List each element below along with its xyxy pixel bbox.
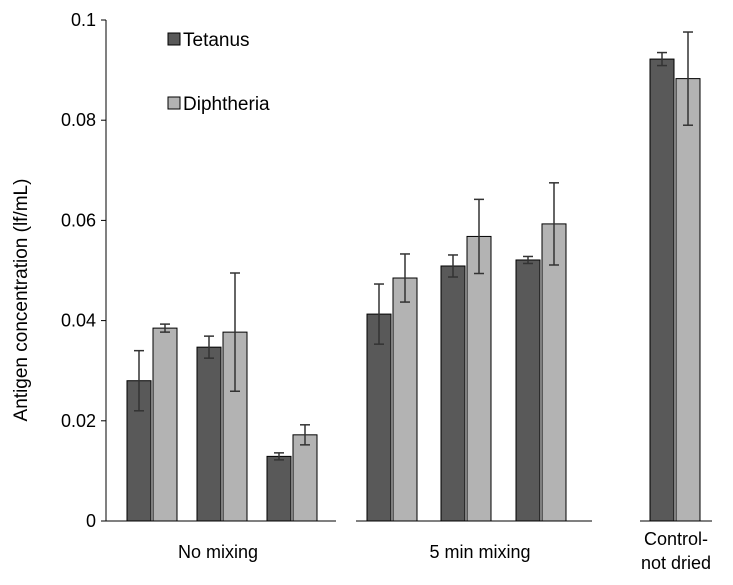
legend-label-tetanus: Tetanus — [183, 30, 250, 51]
error-bar-tetanus — [204, 335, 214, 359]
error-bar-diphtheria — [160, 323, 170, 333]
bar-tetanus — [266, 455, 292, 522]
error-bar-diphtheria — [683, 31, 693, 126]
bar-diphtheria — [541, 223, 567, 522]
legend-swatch-tetanus — [167, 32, 181, 46]
y-axis: 0 0.02 0.04 0.06 0.08 0.1 — [61, 10, 107, 531]
y-tick-label: 0.06 — [61, 210, 96, 230]
bar-tetanus — [440, 265, 466, 522]
y-tick-label: 0.04 — [61, 311, 96, 331]
bar-tetanus — [366, 313, 392, 522]
legend-label-diphtheria: Diphtheria — [183, 94, 270, 115]
y-tick-label: 0.1 — [71, 10, 96, 30]
error-bar-tetanus — [523, 255, 533, 265]
bar-diphtheria — [152, 327, 178, 522]
error-bar-diphtheria — [549, 182, 559, 266]
legend-swatch-diphtheria — [167, 96, 181, 110]
y-axis-title: Antigen concentration (lf/mL) — [11, 179, 32, 422]
bar-diphtheria — [675, 78, 701, 522]
error-bar-diphtheria — [474, 198, 484, 275]
category-label: Control- — [644, 529, 708, 549]
error-bar-tetanus — [274, 452, 284, 461]
category-label: No mixing — [178, 542, 258, 562]
bar-diphtheria — [392, 277, 418, 522]
error-bar-diphtheria — [230, 272, 240, 392]
error-bar-diphtheria — [400, 253, 410, 303]
category-label: 5 min mixing — [429, 542, 530, 562]
error-bar-tetanus — [448, 254, 458, 278]
error-bar-diphtheria — [300, 424, 310, 446]
bar-diphtheria — [466, 235, 492, 522]
bar-tetanus — [196, 346, 222, 522]
error-bar-tetanus — [374, 283, 384, 345]
bar-tetanus — [515, 259, 541, 522]
legend: Tetanus Diphtheria — [167, 30, 270, 115]
y-tick-label: 0 — [86, 511, 96, 531]
error-bar-tetanus — [134, 349, 144, 412]
bar-diphtheria — [292, 434, 318, 522]
y-tick-label: 0.08 — [61, 110, 96, 130]
y-tick-label: 0.02 — [61, 411, 96, 431]
bar-tetanus — [649, 58, 675, 522]
plot-area: No mixing 5 min mixing Control-not dried — [106, 31, 712, 573]
error-bar-tetanus — [657, 51, 667, 67]
category-label: not dried — [641, 553, 711, 573]
